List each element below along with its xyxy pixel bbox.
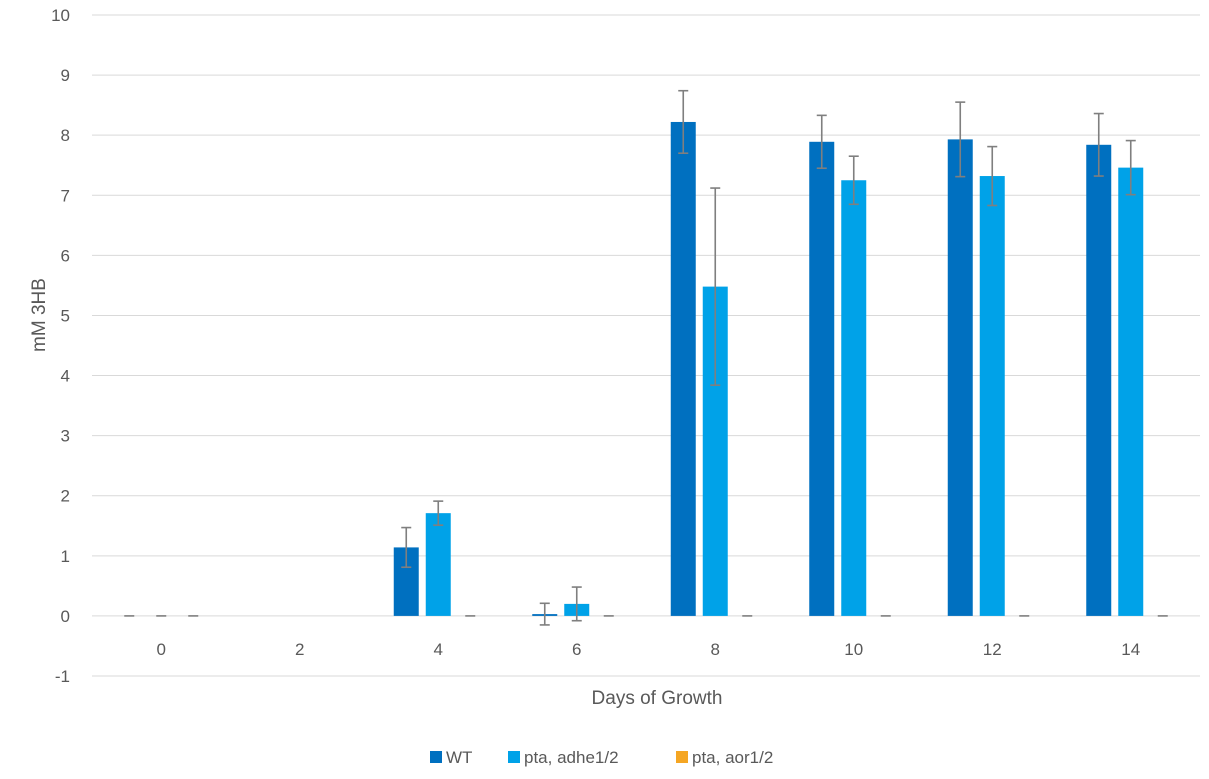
y-tick-label: 4 [61,367,70,386]
y-tick-label: 5 [61,306,70,325]
bar [670,121,696,616]
x-tick-label: 0 [157,640,166,659]
bars [393,121,1144,616]
legend-swatch [676,751,688,763]
y-tick-label: 8 [61,126,70,145]
legend-item: pta, aor1/2 [676,748,773,767]
bar [979,176,1005,616]
x-axis-ticks: 0 2 4 6 8 10 12 14 [157,640,1141,659]
x-tick-label: 12 [983,640,1002,659]
y-tick-label: 2 [61,487,70,506]
y-tick-label: -1 [55,667,70,686]
legend-label: pta, aor1/2 [692,748,773,767]
x-tick-label: 8 [711,640,720,659]
legend-label: WT [446,748,472,767]
x-tick-label: 6 [572,640,581,659]
y-axis-title: mM 3HB [29,278,50,352]
error-bars [124,89,1168,626]
bar [1118,167,1144,616]
bar [425,513,451,616]
y-axis-ticks: -1 0 1 2 3 4 5 6 7 8 9 10 [51,6,70,686]
x-tick-label: 14 [1121,640,1140,659]
bar [809,141,835,616]
legend-swatch [508,751,520,763]
y-tick-label: 7 [61,186,70,205]
x-tick-label: 10 [844,640,863,659]
bar [841,180,867,616]
legend-item: pta, adhe1/2 [508,748,619,767]
gridlines [92,14,1200,677]
y-tick-label: 10 [51,6,70,25]
y-tick-label: 6 [61,246,70,265]
y-tick-label: 0 [61,607,70,626]
y-tick-label: 9 [61,66,70,85]
y-tick-label: 1 [61,547,70,566]
bar [947,139,973,616]
x-axis-title: Days of Growth [592,688,723,709]
legend-swatch [430,751,442,763]
legend-label: pta, adhe1/2 [524,748,619,767]
legend: WT pta, adhe1/2 pta, aor1/2 [430,748,773,767]
x-tick-label: 4 [434,640,443,659]
x-tick-label: 2 [295,640,304,659]
legend-item: WT [430,748,472,767]
bar [1086,144,1112,616]
y-tick-label: 3 [61,427,70,446]
